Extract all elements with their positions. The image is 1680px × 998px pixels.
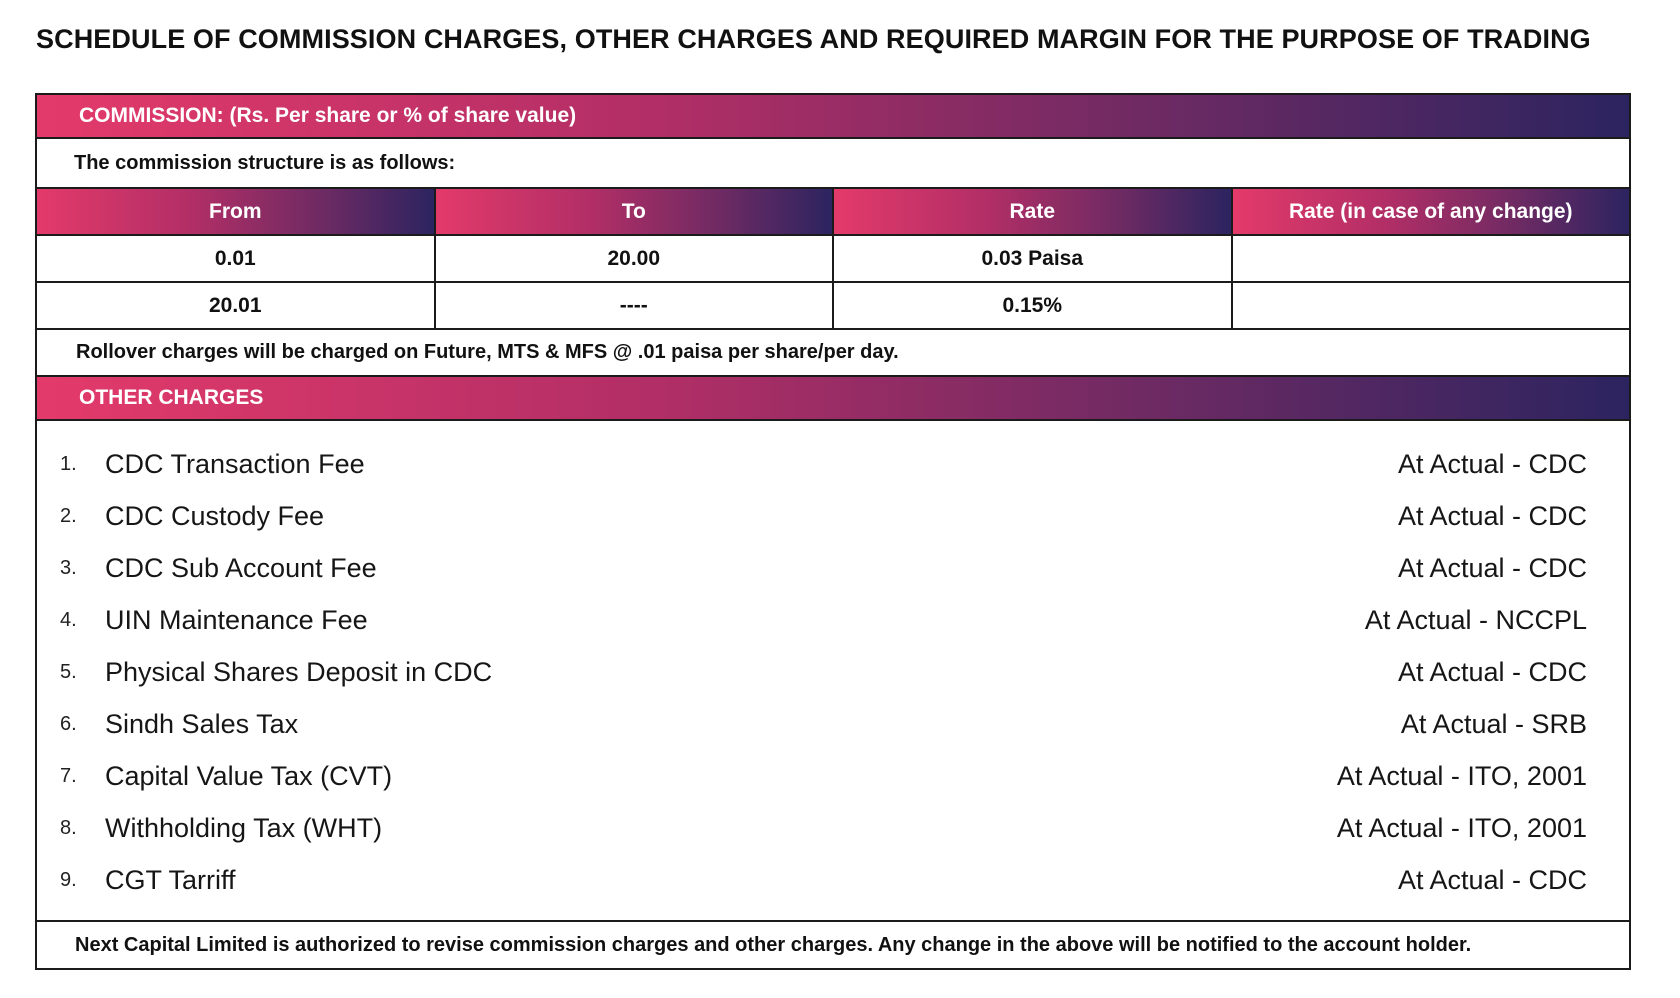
commission-section-header: COMMISSION: (Rs. Per share or % of share…: [37, 95, 1629, 139]
page-title: SCHEDULE OF COMMISSION CHARGES, OTHER CH…: [36, 24, 1591, 54]
commission-column-headers: From To Rate Rate (in case of any change…: [37, 189, 1629, 236]
item-number: 1.: [60, 452, 77, 475]
charge-name: UIN Maintenance Fee: [105, 604, 368, 635]
other-charges-section-header: OTHER CHARGES: [37, 377, 1629, 421]
charge-value: At Actual - CDC: [1397, 500, 1587, 531]
list-item: 4. UIN Maintenance Fee At Actual - NCCPL: [37, 594, 1629, 646]
column-header-from: From: [37, 189, 436, 234]
charge-name: Physical Shares Deposit in CDC: [105, 656, 493, 687]
charge-value: At Actual - ITO, 2001: [1336, 812, 1587, 843]
list-item: 8. Withholding Tax (WHT) At Actual - ITO…: [37, 802, 1629, 854]
cell-from: 0.01: [37, 236, 436, 281]
list-item: 3. CDC Sub Account Fee At Actual - CDC: [37, 542, 1629, 594]
charge-value: At Actual - NCCPL: [1364, 604, 1587, 635]
charge-value: At Actual - CDC: [1397, 448, 1587, 479]
commission-structure-note: The commission structure is as follows:: [37, 139, 1629, 189]
table-row: 20.01 ---- 0.15%: [37, 283, 1629, 330]
cell-rate: 0.03 Paisa: [834, 236, 1233, 281]
cell-rate-change: [1233, 283, 1630, 328]
charge-value: At Actual - CDC: [1397, 552, 1587, 583]
charge-value: At Actual - SRB: [1400, 708, 1587, 739]
cell-rate-change: [1233, 236, 1630, 281]
charge-name: CDC Transaction Fee: [105, 448, 365, 479]
item-number: 9.: [60, 868, 77, 891]
other-charges-list: 1. CDC Transaction Fee At Actual - CDC 2…: [37, 421, 1629, 922]
list-item: 2. CDC Custody Fee At Actual - CDC: [37, 490, 1629, 542]
item-number: 5.: [60, 660, 77, 683]
list-item: 6. Sindh Sales Tax At Actual - SRB: [37, 698, 1629, 750]
charge-name: CDC Custody Fee: [105, 500, 325, 531]
column-header-rate: Rate: [834, 189, 1233, 234]
list-item: 5. Physical Shares Deposit in CDC At Act…: [37, 646, 1629, 698]
item-number: 8.: [60, 816, 77, 839]
charge-value: At Actual - CDC: [1397, 656, 1587, 687]
list-item: 7. Capital Value Tax (CVT) At Actual - I…: [37, 750, 1629, 802]
charge-name: Sindh Sales Tax: [105, 708, 299, 739]
item-number: 2.: [60, 504, 77, 527]
charge-value: At Actual - CDC: [1397, 864, 1587, 895]
item-number: 4.: [60, 608, 77, 631]
charges-schedule-table: COMMISSION: (Rs. Per share or % of share…: [35, 93, 1631, 970]
rollover-note: Rollover charges will be charged on Futu…: [37, 330, 1629, 377]
footer-note: Next Capital Limited is authorized to re…: [75, 934, 1472, 956]
table-row: 0.01 20.00 0.03 Paisa: [37, 236, 1629, 283]
column-header-to: To: [435, 189, 834, 234]
cell-to: 20.00: [436, 236, 834, 281]
cell-rate: 0.15%: [834, 283, 1233, 328]
charge-name: CDC Sub Account Fee: [105, 552, 377, 583]
item-number: 7.: [60, 764, 77, 787]
list-item: 9. CGT Tarriff At Actual - CDC: [37, 854, 1629, 906]
charge-name: Withholding Tax (WHT): [105, 812, 383, 843]
charge-value: At Actual - ITO, 2001: [1336, 760, 1587, 791]
column-header-rate-change: Rate (in case of any change): [1232, 189, 1629, 234]
list-item: 1. CDC Transaction Fee At Actual - CDC: [37, 438, 1629, 490]
item-number: 3.: [60, 556, 77, 579]
cell-from: 20.01: [37, 283, 436, 328]
cell-to: ----: [436, 283, 834, 328]
charge-name: Capital Value Tax (CVT): [105, 760, 393, 791]
item-number: 6.: [60, 712, 77, 735]
charge-name: CGT Tarriff: [105, 864, 236, 895]
